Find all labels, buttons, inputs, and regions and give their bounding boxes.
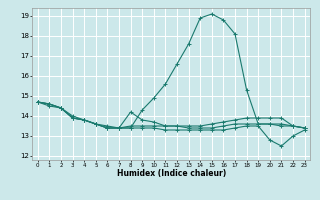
- X-axis label: Humidex (Indice chaleur): Humidex (Indice chaleur): [116, 169, 226, 178]
